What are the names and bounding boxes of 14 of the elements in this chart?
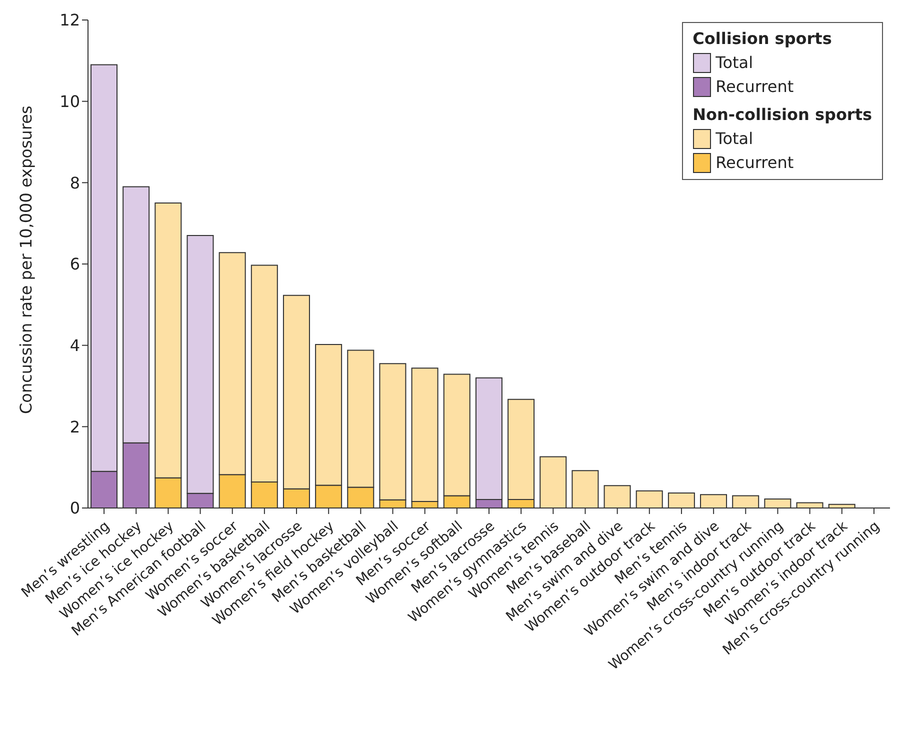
legend-label: Recurrent <box>716 77 794 97</box>
y-tick-label: 6 <box>70 254 80 274</box>
y-tick-label: 4 <box>70 336 80 356</box>
annotation: Non-collision sports <box>692 105 872 125</box>
y-axis-title: Concussion rate per 10,000 exposures <box>16 106 36 414</box>
legend-label: Recurrent <box>716 153 794 173</box>
y-tick-label: 0 <box>70 498 80 518</box>
legend-label: Total <box>716 129 754 149</box>
legend-label: Total <box>716 53 754 73</box>
y-tick-label: 8 <box>70 173 80 192</box>
annotation: Collision sports <box>692 29 833 49</box>
y-tick-label: 2 <box>70 417 80 436</box>
y-tick-label: 12 <box>60 10 80 30</box>
y-tick-label: 10 <box>60 92 80 112</box>
